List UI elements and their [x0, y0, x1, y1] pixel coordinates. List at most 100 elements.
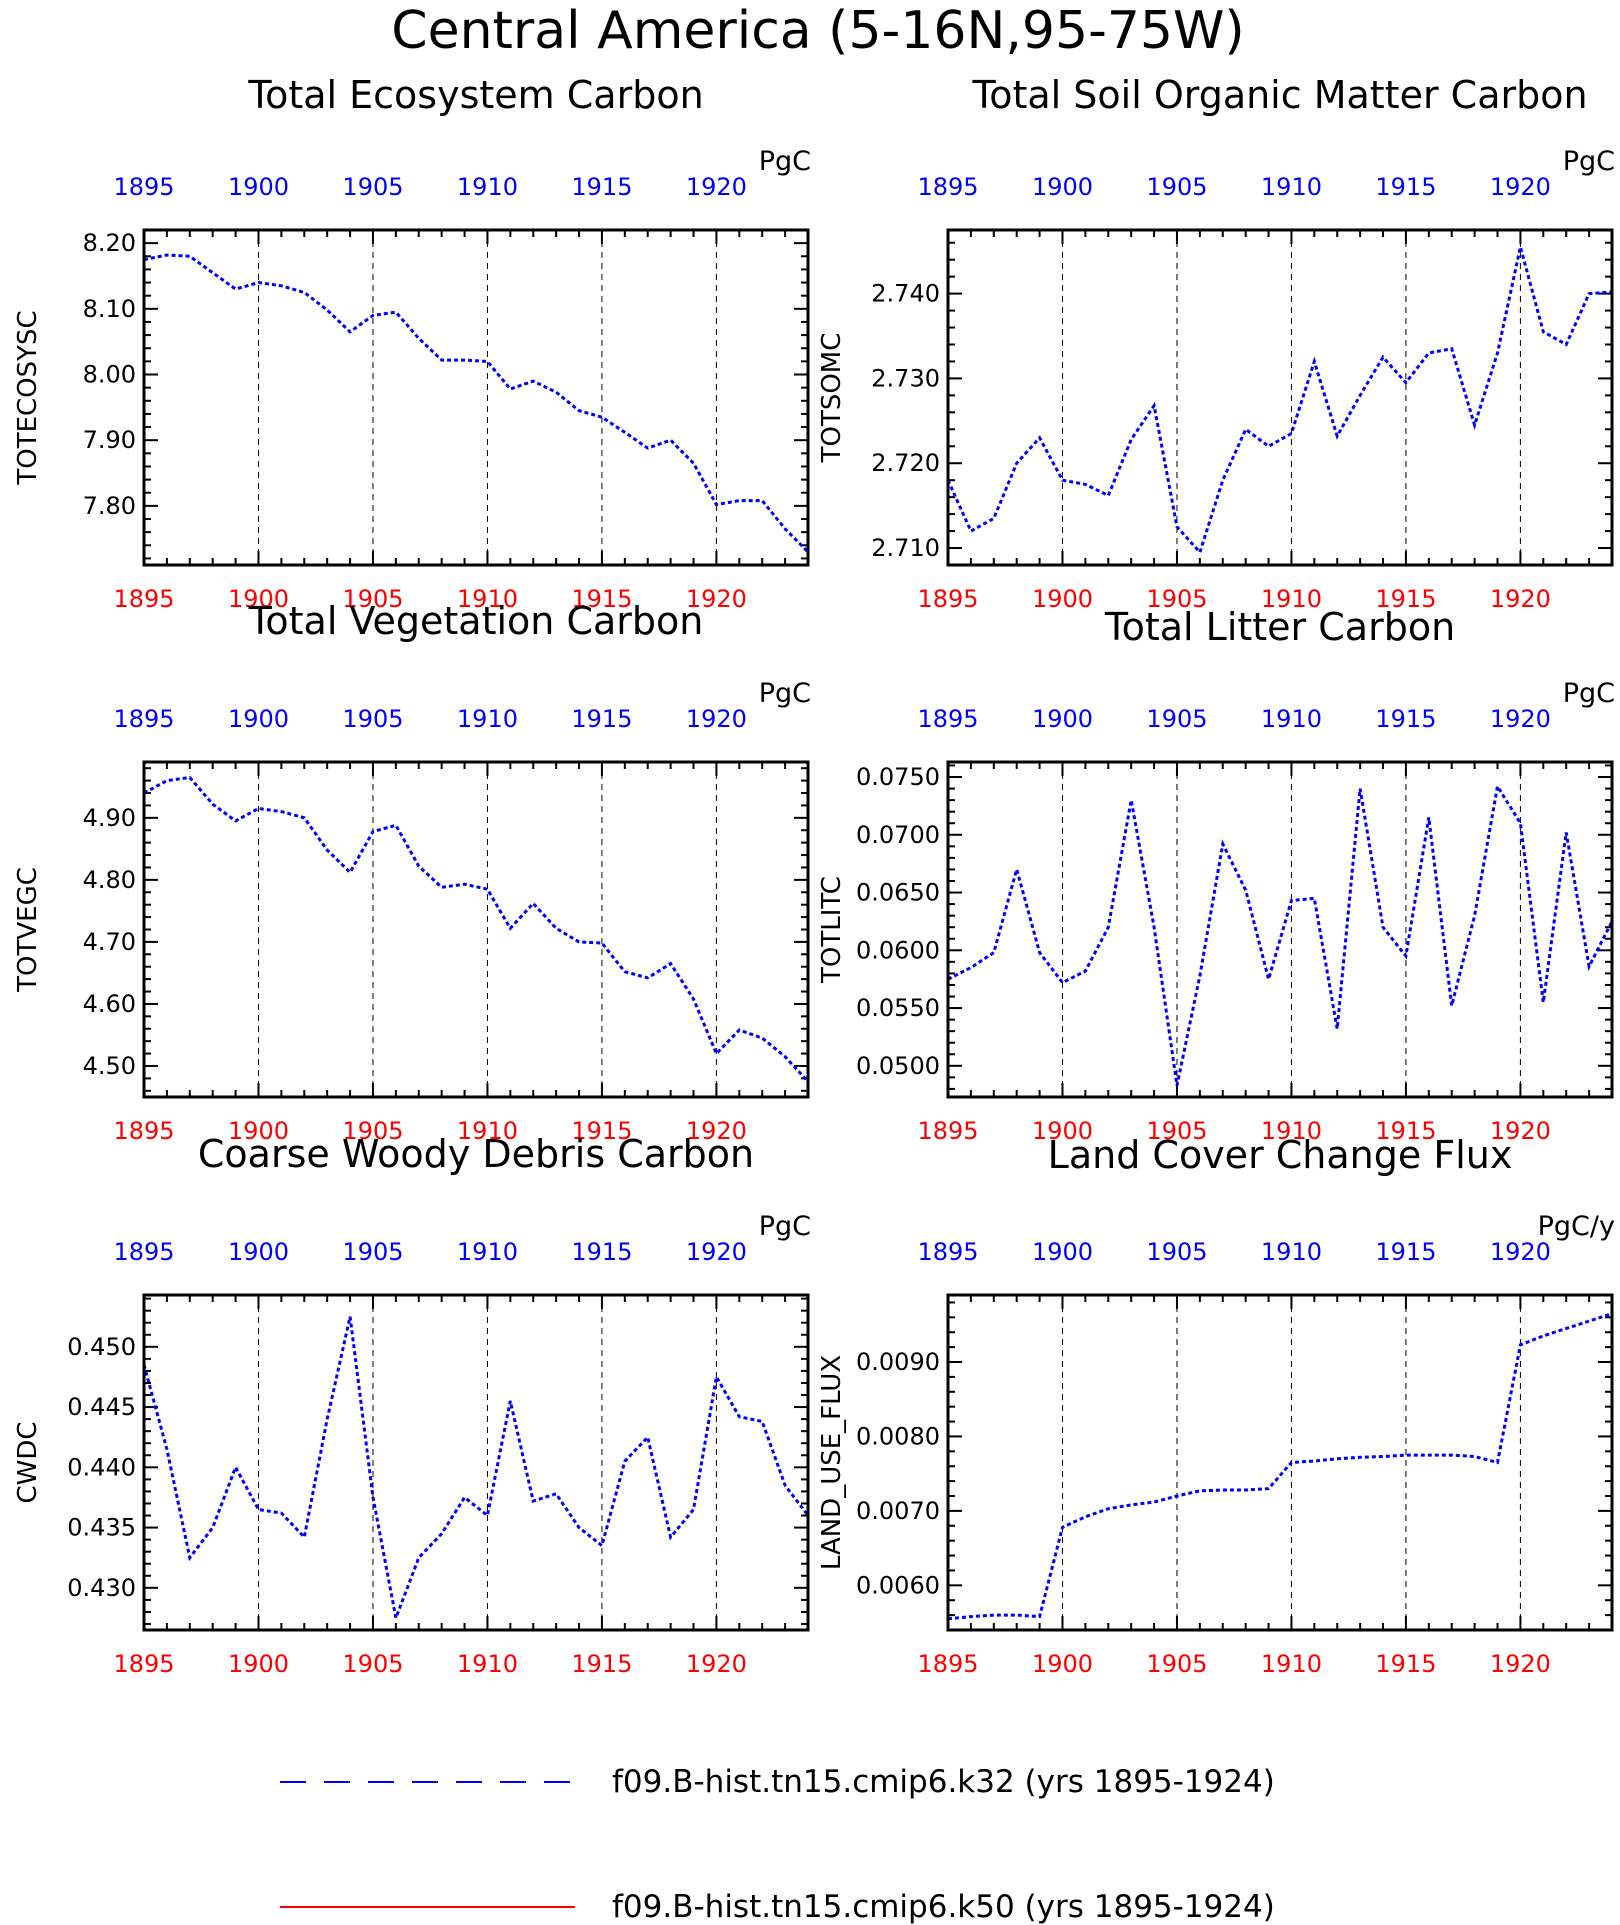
y-tick-label: 7.90 [83, 426, 136, 454]
y-axis-label: TOTLITC [817, 876, 847, 984]
x-tick-label-top: 1895 [917, 173, 978, 201]
x-tick-label-top: 1920 [1490, 1238, 1551, 1266]
x-tick-label-top: 1915 [571, 705, 632, 733]
panel-5: Coarse Woody Debris Carbon PgC CWDC 1895 189… [13, 1132, 811, 1678]
y-axis-label: TOTSOMC [817, 333, 847, 464]
x-tick-label-bottom: 1905 [1146, 1650, 1207, 1678]
y-tick-label: 0.0060 [856, 1571, 940, 1599]
legend-item-1: f09.B-hist.tn15.cmip6.k32 (yrs 1895-1924… [280, 1764, 1275, 1800]
series-line [142, 1316, 810, 1624]
x-tick-label-top: 1910 [457, 173, 518, 201]
units-label: PgC [759, 146, 811, 177]
x-tick-label-bottom: 1900 [228, 1117, 289, 1145]
x-tick-label-top: 1905 [342, 1238, 403, 1266]
x-tick-label-bottom: 1920 [686, 1650, 747, 1678]
x-tick-label-top: 1895 [113, 1238, 174, 1266]
x-tick-label-bottom: 1920 [1490, 1117, 1551, 1145]
x-tick-label-bottom: 1905 [342, 1650, 403, 1678]
x-tick-label-top: 1920 [686, 173, 747, 201]
y-tick-label: 0.0500 [856, 1052, 940, 1080]
legend-label: f09.B-hist.tn15.cmip6.k50 (yrs 1895-1924… [612, 1889, 1275, 1925]
panel-1: Total Ecosystem Carbon PgC TOTECOSYSC 1895 1… [13, 73, 811, 613]
x-tick-label-top: 1915 [1375, 1238, 1436, 1266]
x-tick-label-top: 1920 [1490, 173, 1551, 201]
x-tick-label-bottom: 1910 [457, 585, 518, 613]
x-tick-label-bottom: 1900 [1032, 1117, 1093, 1145]
panel-6: Land Cover Change Flux PgC/y LAND_USE_FLUX… [817, 1133, 1615, 1678]
y-axis-label: CWDC [13, 1421, 43, 1503]
y-axis-label: LAND_USE_FLUX [817, 1355, 847, 1570]
x-tick-label-top: 1905 [1146, 1238, 1207, 1266]
x-tick-label-top: 1900 [1032, 1238, 1093, 1266]
x-tick-label-top: 1900 [228, 1238, 289, 1266]
series-line [947, 782, 1614, 1086]
panel-title: Coarse Woody Debris Carbon [198, 1132, 754, 1176]
x-tick-label-top: 1915 [571, 173, 632, 201]
x-tick-label-bottom: 1910 [1261, 1650, 1322, 1678]
y-tick-label: 2.730 [871, 364, 940, 392]
units-label: PgC/y [1538, 1211, 1615, 1242]
x-tick-label-top: 1915 [1375, 173, 1436, 201]
x-tick-label-top: 1895 [917, 705, 978, 733]
y-tick-label: 2.710 [871, 534, 940, 562]
y-tick-label: 4.70 [83, 928, 136, 956]
series-line [143, 775, 810, 1083]
panel-title: Total Vegetation Carbon [248, 599, 704, 643]
x-tick-label-bottom: 1895 [113, 585, 174, 613]
x-tick-label-top: 1910 [1261, 173, 1322, 201]
x-tick-label-top: 1910 [1261, 1238, 1322, 1266]
x-tick-label-bottom: 1900 [1032, 1650, 1093, 1678]
x-tick-label-bottom: 1895 [917, 1650, 978, 1678]
x-tick-label-bottom: 1920 [686, 585, 747, 613]
panel-4: Total Litter Carbon PgC TOTLITC 1895 1895 190… [817, 605, 1615, 1145]
y-tick-label: 4.60 [83, 990, 136, 1018]
panel-3: Total Vegetation Carbon PgC TOTVEGC 1895 189… [13, 599, 811, 1145]
panel-title: Land Cover Change Flux [1048, 1133, 1513, 1177]
y-tick-label: 2.720 [871, 449, 940, 477]
y-tick-label: 0.0550 [856, 994, 940, 1022]
y-tick-label: 0.0070 [856, 1497, 940, 1525]
y-tick-label: 0.435 [67, 1514, 136, 1542]
x-tick-label-top: 1895 [917, 1238, 978, 1266]
plot-frame [946, 228, 1614, 567]
y-tick-label: 0.430 [67, 1574, 136, 1602]
y-tick-label: 0.0600 [856, 936, 940, 964]
y-tick-label: 0.0080 [856, 1422, 940, 1450]
figure-title: Central America (5-16N,95-75W) [391, 1, 1244, 61]
y-axis-label: TOTVEGC [13, 867, 43, 993]
y-tick-label: 8.10 [83, 295, 136, 323]
x-tick-label-bottom: 1900 [228, 1650, 289, 1678]
x-tick-label-bottom: 1910 [1261, 1117, 1322, 1145]
x-tick-label-top: 1895 [113, 173, 174, 201]
x-tick-label-bottom: 1915 [1375, 585, 1436, 613]
plot-frame [946, 760, 1614, 1099]
y-tick-label: 0.0650 [856, 879, 940, 907]
units-label: PgC [759, 678, 811, 709]
y-tick-label: 0.450 [67, 1333, 136, 1361]
y-tick-label: 8.20 [83, 229, 136, 257]
x-tick-label-bottom: 1905 [1146, 1117, 1207, 1145]
x-tick-label-bottom: 1905 [342, 1117, 403, 1145]
legend-item-2: f09.B-hist.tn15.cmip6.k50 (yrs 1895-1924… [280, 1889, 1275, 1925]
chart-panels: Total Ecosystem Carbon PgC TOTECOSYSC 1895 1… [13, 73, 1615, 1678]
panel-2: Total Soil Organic Matter Carbon PgC TOTSO… [817, 73, 1615, 613]
x-tick-label-bottom: 1920 [1490, 1650, 1551, 1678]
x-tick-label-top: 1905 [1146, 173, 1207, 201]
x-tick-label-top: 1900 [228, 705, 289, 733]
y-tick-label: 8.00 [83, 361, 136, 389]
units-label: PgC [1563, 146, 1615, 177]
plot-frame [142, 228, 810, 567]
y-tick-label: 0.0090 [856, 1348, 940, 1376]
x-tick-label-bottom: 1915 [571, 585, 632, 613]
panel-title: Total Litter Carbon [1104, 605, 1455, 649]
x-tick-label-bottom: 1920 [686, 1117, 747, 1145]
x-tick-label-top: 1915 [571, 1238, 632, 1266]
x-tick-label-bottom: 1915 [571, 1117, 632, 1145]
x-tick-label-bottom: 1895 [917, 585, 978, 613]
y-tick-label: 0.0750 [856, 763, 940, 791]
y-tick-label: 4.50 [83, 1052, 136, 1080]
y-axis-label: TOTECOSYSC [13, 310, 43, 485]
x-tick-label-bottom: 1900 [1032, 585, 1093, 613]
y-tick-label: 7.80 [83, 492, 136, 520]
